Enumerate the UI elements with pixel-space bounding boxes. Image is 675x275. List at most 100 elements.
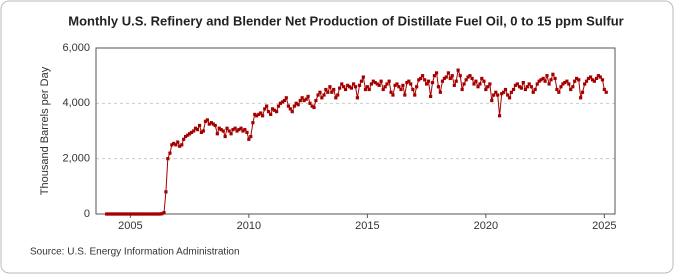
marker (403, 93, 407, 97)
marker (229, 132, 233, 136)
marker (533, 87, 537, 92)
marker (128, 212, 132, 216)
marker (460, 87, 464, 92)
marker (336, 93, 340, 97)
marker (442, 76, 446, 81)
y-tick-label: 2,000 (62, 153, 90, 165)
marker (168, 151, 172, 155)
marker (480, 76, 484, 81)
marker (318, 90, 322, 94)
marker (458, 74, 462, 78)
marker (209, 121, 214, 125)
marker (326, 90, 330, 94)
marker (140, 212, 144, 216)
marker (573, 79, 577, 83)
marker (373, 80, 377, 85)
marker (282, 98, 287, 103)
marker (579, 96, 583, 100)
marker (375, 82, 379, 86)
marker (347, 85, 352, 89)
marker (353, 85, 358, 89)
marker (192, 129, 196, 133)
marker (537, 79, 541, 83)
marker (183, 134, 188, 139)
marker (565, 79, 569, 83)
marker (423, 78, 427, 82)
marker (263, 107, 267, 111)
marker (584, 79, 589, 83)
marker (492, 93, 496, 97)
marker (343, 87, 348, 92)
marker (592, 79, 596, 83)
marker (488, 82, 492, 86)
marker (266, 110, 271, 114)
marker (193, 126, 198, 130)
marker (426, 79, 431, 83)
marker (106, 212, 111, 216)
marker (174, 143, 178, 147)
marker (478, 82, 482, 86)
marker (105, 212, 109, 216)
marker (547, 82, 551, 86)
marker (580, 90, 585, 94)
marker (221, 129, 225, 133)
marker (170, 143, 174, 147)
marker (346, 83, 350, 87)
marker (302, 98, 306, 103)
marker (464, 78, 468, 82)
marker (152, 212, 156, 216)
marker (586, 76, 591, 81)
marker (176, 140, 180, 144)
marker (197, 123, 202, 128)
marker (583, 82, 587, 86)
marker (393, 83, 397, 87)
marker (527, 82, 531, 86)
x-tick-label: 2025 (592, 220, 616, 232)
marker (413, 93, 417, 97)
marker (367, 87, 371, 92)
marker (420, 74, 425, 78)
marker (604, 90, 608, 94)
marker (199, 130, 204, 134)
marker (454, 79, 458, 83)
marker (506, 93, 510, 97)
marker (383, 85, 387, 89)
marker (462, 82, 466, 86)
marker (391, 93, 395, 97)
marker (436, 85, 441, 89)
marker (468, 74, 472, 78)
marker (466, 75, 470, 79)
marker (419, 76, 423, 81)
marker (178, 144, 182, 148)
marker (567, 82, 571, 86)
marker (456, 68, 460, 72)
marker (405, 80, 409, 85)
marker (241, 129, 245, 133)
marker (286, 104, 291, 108)
marker (132, 212, 136, 216)
marker (164, 190, 168, 194)
marker (166, 157, 170, 161)
marker (290, 110, 294, 114)
marker (472, 82, 476, 86)
marker (154, 212, 158, 216)
marker (298, 98, 302, 103)
marker (429, 94, 433, 99)
marker (561, 82, 565, 86)
marker (342, 85, 346, 89)
marker (227, 129, 231, 133)
marker (490, 98, 494, 103)
marker (115, 212, 119, 216)
marker (590, 78, 595, 82)
plot-area (95, 47, 616, 215)
marker (138, 212, 142, 216)
marker (525, 85, 529, 89)
marker (563, 80, 567, 85)
marker (535, 82, 539, 86)
marker (352, 82, 356, 86)
marker (557, 90, 561, 94)
marker (253, 112, 257, 116)
marker (444, 75, 448, 79)
